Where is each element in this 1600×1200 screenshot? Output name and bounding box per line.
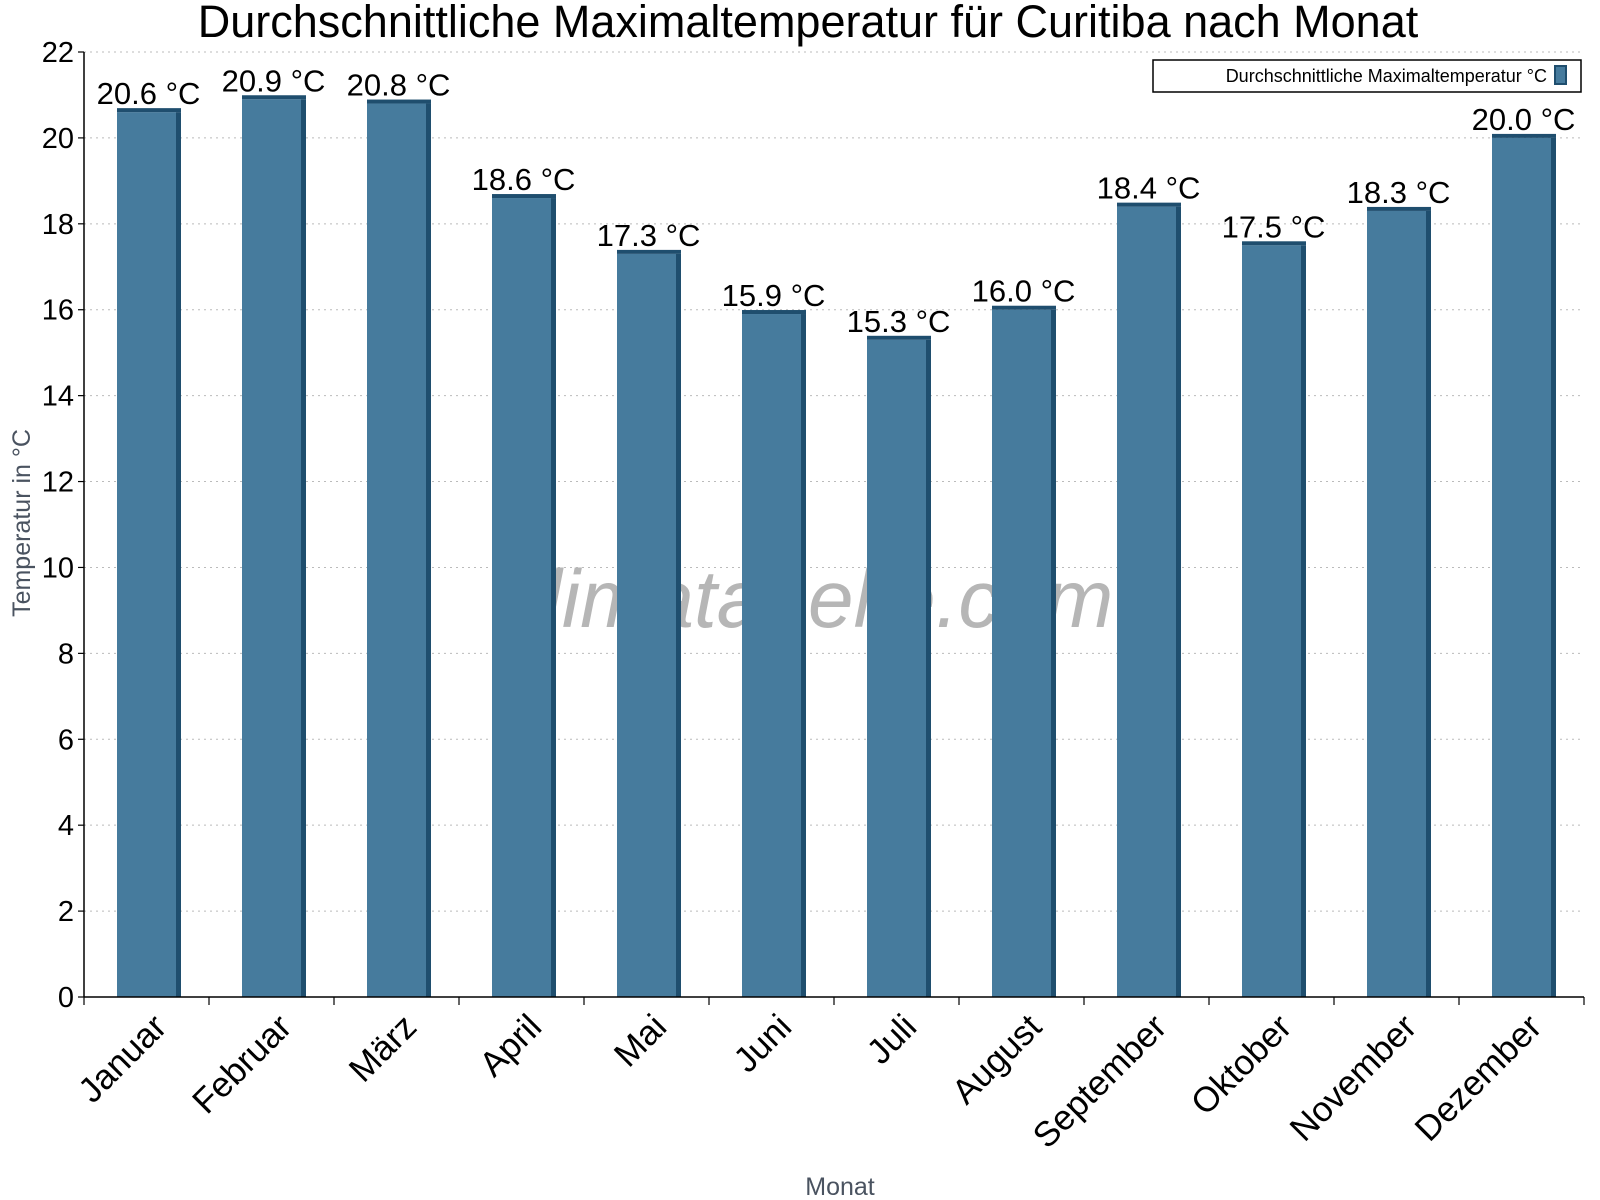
bar <box>867 339 926 998</box>
x-axis-label: Monat <box>805 1173 875 1200</box>
bar-side <box>801 314 806 998</box>
bar <box>617 253 676 998</box>
bar-side <box>301 99 306 997</box>
bar <box>1492 137 1551 998</box>
data-label: 20.6 °C <box>97 76 201 111</box>
y-axis-ticks: 0 2 4 6 8 10 12 14 16 18 20 22 <box>42 37 84 1014</box>
x-axis-ticks: Januar Februar März April Mai Juni Juli AugustS… <box>71 997 1585 1156</box>
bar-top-edge <box>492 194 556 199</box>
bar <box>1117 206 1176 998</box>
y-tick-label: 18 <box>42 209 74 241</box>
y-tick-label: 20 <box>42 123 74 155</box>
x-tick-label: September <box>1026 1007 1175 1156</box>
chart-title: Durchschnittliche Maximaltemperatur für … <box>198 0 1419 47</box>
bar <box>242 99 301 997</box>
x-tick-label: Juni <box>726 1007 799 1080</box>
y-tick-label: 2 <box>58 896 74 928</box>
data-labels: 20.6 °C 20.9 °C 20.8 °C 18.6 °C 17.3 °C 15.9 … <box>97 63 1576 339</box>
x-tick-label: Februar <box>185 1007 299 1121</box>
bar-top-edge <box>1242 241 1306 246</box>
bar-side <box>1176 206 1181 998</box>
data-label: 18.4 °C <box>1097 171 1201 206</box>
bar-side <box>1426 210 1431 997</box>
y-tick-label: 10 <box>42 552 74 584</box>
bar <box>492 198 551 997</box>
bar-side <box>426 103 431 997</box>
bar <box>1242 245 1301 997</box>
y-tick-label: 12 <box>42 467 74 499</box>
bar-side <box>1301 245 1306 997</box>
bar-top-edge <box>367 99 431 104</box>
bar-top-edge <box>242 95 306 100</box>
bar <box>992 309 1051 997</box>
data-label: 18.3 °C <box>1347 175 1451 210</box>
bar-top-edge <box>742 310 806 315</box>
y-tick-label: 0 <box>58 982 74 1014</box>
data-label: 17.5 °C <box>1222 209 1326 244</box>
x-tick-label: Januar <box>71 1007 174 1110</box>
data-label: 15.9 °C <box>722 278 826 313</box>
bar-top-edge <box>867 335 931 340</box>
x-tick-label: Dezember <box>1407 1007 1549 1149</box>
x-tick-label: Oktober <box>1184 1007 1300 1123</box>
y-tick-label: 6 <box>58 724 74 756</box>
x-tick-label: Juli <box>859 1007 924 1072</box>
y-tick-label: 14 <box>42 381 74 413</box>
data-label: 20.8 °C <box>347 68 451 103</box>
data-label: 20.0 °C <box>1472 102 1576 137</box>
data-label: 20.9 °C <box>222 63 326 98</box>
bar-top-edge <box>617 249 681 254</box>
x-tick-label: März <box>342 1007 425 1090</box>
x-tick-label: Mai <box>607 1007 674 1074</box>
y-tick-label: 8 <box>58 638 74 670</box>
data-label: 17.3 °C <box>597 218 701 253</box>
x-tick-label: April <box>472 1007 549 1084</box>
bars <box>117 95 1556 998</box>
data-label: 18.6 °C <box>472 162 576 197</box>
bar <box>117 112 176 998</box>
data-label: 16.0 °C <box>972 274 1076 309</box>
bar-top-edge <box>1492 133 1556 138</box>
legend: Durchschnittliche Maximaltemperatur °C <box>1152 59 1582 93</box>
bar-top-edge <box>1117 202 1181 207</box>
y-tick-label: 4 <box>58 810 74 842</box>
bar <box>742 314 801 998</box>
y-tick-label: 22 <box>42 37 74 69</box>
grid-lines <box>84 51 1584 912</box>
data-label: 15.3 °C <box>847 304 951 339</box>
bar <box>1367 210 1426 997</box>
legend-frame <box>1152 59 1582 93</box>
bar-side <box>676 253 681 998</box>
y-tick-label: 16 <box>42 295 74 327</box>
bar-side <box>926 339 931 998</box>
x-tick-label: August <box>945 1007 1050 1112</box>
bar-side <box>176 112 181 998</box>
bar-side <box>1051 309 1056 997</box>
bar <box>367 103 426 997</box>
legend-swatch <box>1554 65 1567 85</box>
bar-top-edge <box>117 108 181 113</box>
bar-top-edge <box>992 305 1056 310</box>
x-tick-label: November <box>1282 1007 1424 1149</box>
legend-label: Durchschnittliche Maximaltemperatur °C <box>1226 66 1547 86</box>
y-axis-label: Temperatur in °C <box>8 429 36 617</box>
bar-top-edge <box>1367 206 1431 211</box>
bar-side <box>1551 137 1556 998</box>
bar-side <box>551 198 556 997</box>
